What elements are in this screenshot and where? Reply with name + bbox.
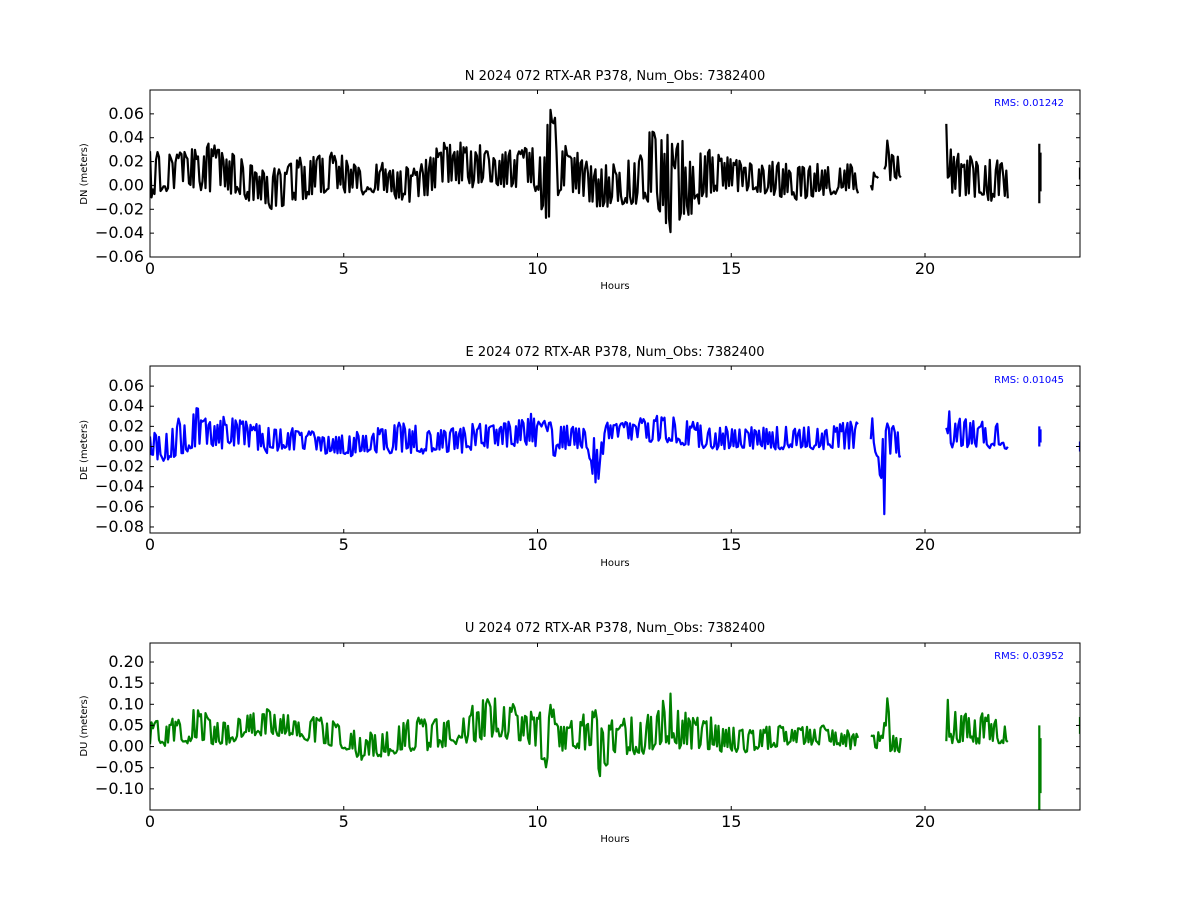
y-tick-label: 0.02: [108, 152, 144, 171]
rms-annotation: RMS: 0.01045: [994, 375, 1064, 386]
y-tick-label: 0.05: [108, 715, 144, 734]
y-tick-label: −0.06: [95, 497, 144, 516]
x-tick-label: 10: [527, 259, 547, 278]
plot-up: U 2024 072 RTX-AR P378, Num_Obs: 7382400…: [79, 621, 1081, 845]
axes-ticks: 0 5 10 15 20 0.060.040.020.00 −0.02−0.04−0.06−…: [95, 365, 1081, 554]
y-axis-label: DU (meters): [79, 695, 90, 756]
series-marks: [150, 108, 1080, 234]
y-tick-label: 0.06: [108, 104, 144, 123]
x-tick-label: 15: [721, 812, 741, 831]
y-tick-label: 0.06: [108, 376, 144, 395]
y-tick-label: 0.00: [108, 175, 144, 194]
x-axis-label: Hours: [600, 834, 629, 845]
x-tick-label: 5: [339, 259, 349, 278]
rms-annotation: RMS: 0.03952: [994, 651, 1064, 662]
y-tick-label: −0.02: [95, 457, 144, 476]
axes-ticks: 0 5 10 15 20 0.20 0.15 0.10 0.05 0.00 −0.05 −0.10: [95, 642, 1081, 831]
x-axis-label: Hours: [600, 558, 629, 569]
y-tick-label: 0.00: [108, 737, 144, 756]
x-tick-label: 5: [339, 812, 349, 831]
y-axis-label: DE (meters): [79, 420, 90, 480]
plot-north: N 2024 072 RTX-AR P378, Num_Obs: 7382400…: [79, 69, 1081, 292]
x-tick-label: 20: [915, 812, 935, 831]
y-tick-label: 0.04: [108, 396, 144, 415]
x-tick-label: 20: [915, 535, 935, 554]
plot-frame: [149, 642, 1081, 811]
series-line: [150, 692, 1080, 810]
series-line: [150, 108, 1080, 234]
y-tick-label: 0.15: [108, 673, 144, 692]
plot-title: U 2024 072 RTX-AR P378, Num_Obs: 7382400: [465, 621, 765, 636]
plot-east: E 2024 072 RTX-AR P378, Num_Obs: 7382400…: [79, 345, 1081, 569]
plot-title: N 2024 072 RTX-AR P378, Num_Obs: 7382400: [465, 69, 765, 84]
x-tick-label: 20: [915, 259, 935, 278]
x-tick-label: 0: [145, 535, 155, 554]
y-tick-label: −0.05: [95, 758, 144, 777]
y-tick-label: −0.06: [95, 247, 144, 266]
x-tick-label: 0: [145, 259, 155, 278]
plot-area: [150, 108, 1080, 234]
y-tick-label: −0.04: [95, 223, 144, 242]
plot-frame: [149, 365, 1081, 534]
y-tick-label: −0.10: [95, 779, 144, 798]
series-marks: [150, 692, 1080, 810]
x-axis-label: Hours: [600, 281, 629, 292]
plot-area: [150, 692, 1080, 810]
plot-title: E 2024 072 RTX-AR P378, Num_Obs: 7382400: [466, 345, 765, 360]
y-tick-label: 0.20: [108, 652, 144, 671]
plot-frame: [149, 89, 1081, 258]
rms-annotation: RMS: 0.01242: [994, 98, 1064, 109]
axes-ticks: 0 5 10 15 20 0.06 0.04 0.02 0.00 −0.02 −0.04 −0.06: [95, 89, 1081, 278]
x-tick-label: 0: [145, 812, 155, 831]
x-tick-label: 5: [339, 535, 349, 554]
series-line: [150, 407, 1080, 516]
plot-area: [150, 407, 1080, 516]
series-marks: [150, 407, 1080, 516]
x-tick-label: 15: [721, 535, 741, 554]
x-tick-label: 10: [527, 812, 547, 831]
x-tick-label: 10: [527, 535, 547, 554]
y-tick-label: −0.02: [95, 199, 144, 218]
y-tick-label: 0.04: [108, 128, 144, 147]
y-axis-label: DN (meters): [79, 143, 90, 205]
y-tick-label: −0.08: [95, 517, 144, 536]
y-tick-label: 0.00: [108, 436, 144, 455]
x-tick-label: 15: [721, 259, 741, 278]
y-tick-label: 0.10: [108, 694, 144, 713]
y-tick-label: −0.04: [95, 477, 144, 496]
y-tick-label: 0.02: [108, 416, 144, 435]
